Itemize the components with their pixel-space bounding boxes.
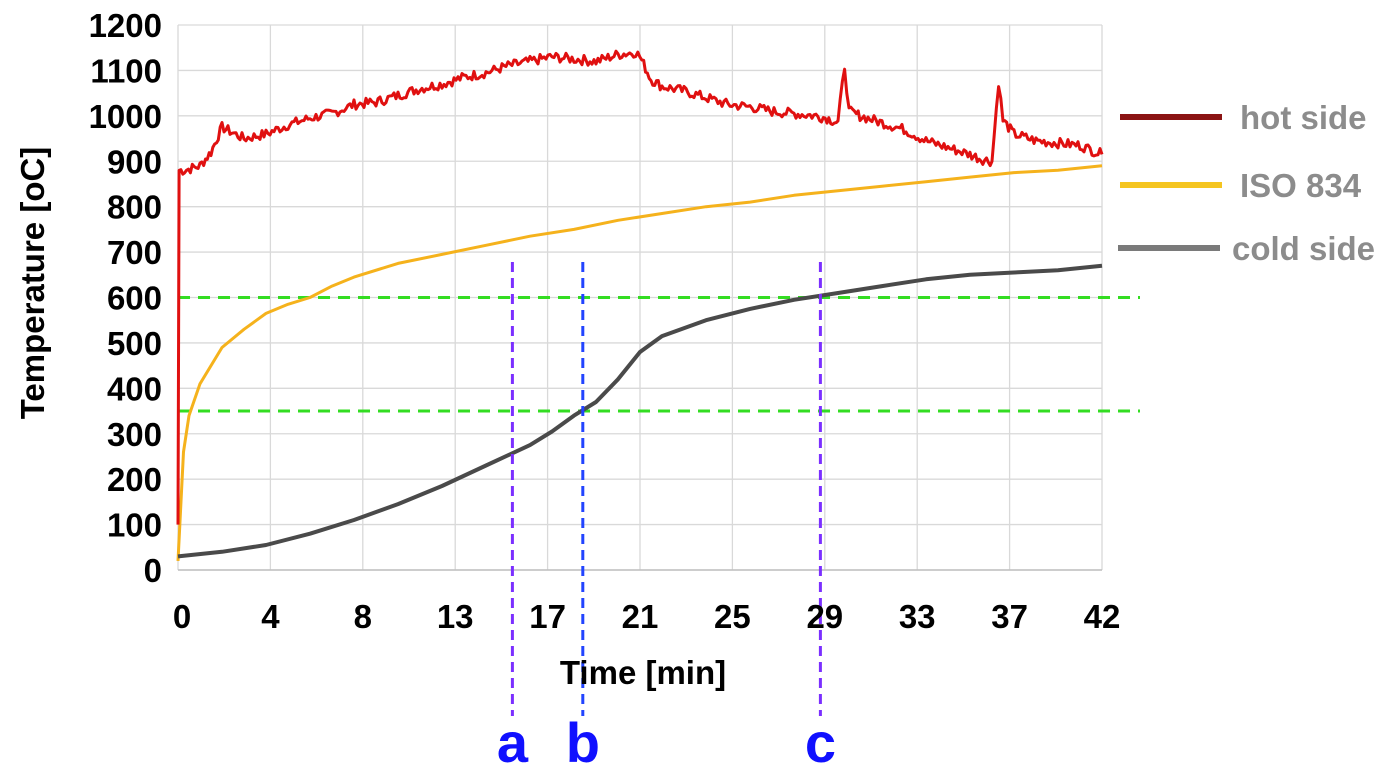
y-tick-label: 700 bbox=[107, 234, 162, 271]
y-tick-label: 300 bbox=[107, 416, 162, 453]
x-tick-label: 17 bbox=[529, 598, 566, 635]
y-tick-label: 900 bbox=[107, 143, 162, 180]
x-tick-labels: 0 4 8 13 17 21 25 29 33 37 42 bbox=[173, 598, 1121, 635]
legend: hot side ISO 834 cold side bbox=[1118, 99, 1375, 267]
x-tick-label: 13 bbox=[437, 598, 474, 635]
x-axis-title: Time [min] bbox=[560, 654, 726, 691]
x-tick-label: 25 bbox=[714, 598, 751, 635]
y-tick-label: 600 bbox=[107, 280, 162, 317]
x-tick-label: 37 bbox=[991, 598, 1028, 635]
x-tick-label: 4 bbox=[261, 598, 280, 635]
y-tick-label: 800 bbox=[107, 189, 162, 226]
threshold-lines bbox=[178, 296, 1140, 413]
legend-label-hot-side: hot side bbox=[1240, 99, 1367, 136]
x-tick-label: 33 bbox=[899, 598, 936, 635]
y-tick-label: 500 bbox=[107, 325, 162, 362]
x-tick-label: 21 bbox=[622, 598, 659, 635]
iso-834-line bbox=[176, 164, 1103, 561]
y-tick-label: 0 bbox=[144, 552, 162, 589]
y-tick-label: 1000 bbox=[89, 98, 162, 135]
y-tick-label: 1200 bbox=[89, 7, 162, 44]
legend-label-cold-side: cold side bbox=[1232, 230, 1375, 267]
x-tick-label: 8 bbox=[354, 598, 372, 635]
marker-label-c: c bbox=[805, 711, 836, 766]
x-tick-label: 29 bbox=[806, 598, 843, 635]
y-axis-title: Temperature [oC] bbox=[14, 147, 51, 420]
y-tick-label: 400 bbox=[107, 370, 162, 407]
hot-side-line bbox=[176, 49, 1104, 525]
marker-label-a: a bbox=[497, 711, 529, 766]
data-series bbox=[176, 49, 1104, 561]
marker-label-b: b bbox=[566, 711, 600, 766]
y-tick-label: 200 bbox=[107, 461, 162, 498]
y-tick-labels: 0 100 200 300 400 500 600 700 800 900 1000 1100 1200 bbox=[89, 7, 162, 589]
legend-label-iso-834: ISO 834 bbox=[1240, 167, 1362, 204]
y-tick-label: 1100 bbox=[90, 52, 162, 89]
cold-side-line bbox=[177, 263, 1103, 559]
x-tick-label: 0 bbox=[173, 598, 191, 635]
y-tick-label: 100 bbox=[107, 507, 162, 544]
x-tick-label: 42 bbox=[1084, 598, 1121, 635]
